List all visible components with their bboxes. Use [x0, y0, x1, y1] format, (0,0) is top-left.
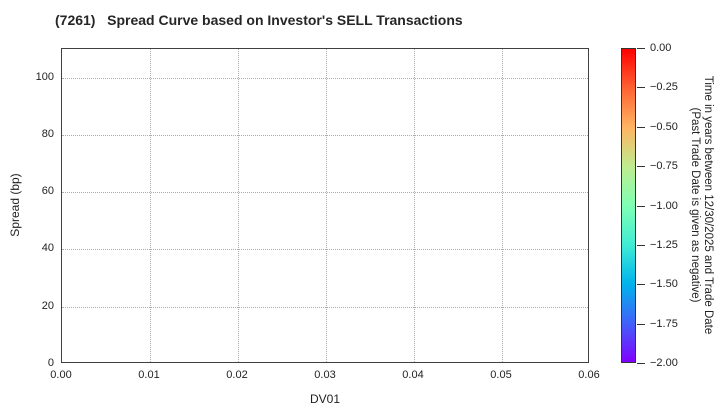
- y-tick-label: 0: [47, 357, 54, 369]
- x-tick-label: 0.00: [50, 369, 72, 381]
- x-tick-label: 0.03: [314, 369, 336, 381]
- colorbar-label-line2: (Past Trade Date is given as negative): [689, 107, 701, 303]
- gridline-vertical: [326, 49, 327, 362]
- gridline-vertical: [238, 49, 239, 362]
- colorbar-tick-mark: [637, 126, 645, 128]
- y-tick-label: 60: [41, 185, 54, 198]
- colorbar-tick-label: −1.75: [650, 317, 678, 330]
- colorbar-tick-mark: [637, 363, 645, 364]
- colorbar-tick-label: −1.25: [650, 238, 678, 251]
- gridline-vertical: [150, 49, 151, 362]
- x-axis-label: DV01: [309, 392, 341, 406]
- colorbar-tick-label: −0.75: [650, 160, 678, 173]
- colorbar-tick-mark: [637, 87, 645, 89]
- x-tick-label: 0.05: [490, 369, 512, 381]
- colorbar-tick-mark: [637, 48, 645, 49]
- y-tick-label: 40: [41, 242, 54, 255]
- colorbar-tick-label: −2.00: [650, 357, 678, 369]
- x-tick-label: 0.04: [402, 369, 424, 381]
- x-tick-label: 0.02: [226, 369, 248, 381]
- colorbar-tick-mark: [637, 244, 645, 246]
- colorbar-gradient: [621, 48, 636, 363]
- y-axis-label: Spread (bp): [8, 173, 22, 237]
- colorbar-tick-mark: [637, 323, 645, 325]
- gridline-horizontal: [62, 192, 588, 194]
- gridline-horizontal: [62, 249, 588, 251]
- colorbar-tick-label: −1.00: [650, 199, 678, 212]
- colorbar-tick-label: −0.25: [650, 81, 678, 94]
- colorbar-tick-label: −1.50: [650, 278, 678, 291]
- gridline-horizontal: [62, 306, 588, 308]
- y-tick-label: 100: [35, 70, 54, 83]
- gridline-horizontal: [62, 134, 588, 136]
- gridline-horizontal: [62, 77, 588, 79]
- colorbar-label-line1: Time in years between 12/30/2025 and Tra…: [702, 75, 714, 335]
- x-tick-label: 0.01: [138, 369, 160, 381]
- chart-title: (7261) Spread Curve based on Investor's …: [55, 12, 463, 28]
- gridline-vertical: [502, 49, 503, 362]
- y-tick-label: 80: [41, 127, 54, 140]
- x-tick-label: 0.06: [578, 369, 600, 381]
- colorbar-axis-label: Time in years between 12/30/2025 and Tra…: [688, 15, 714, 395]
- colorbar-tick-mark: [637, 284, 645, 286]
- colorbar-tick-mark: [637, 166, 645, 168]
- colorbar-tick-mark: [637, 205, 645, 207]
- gridline-vertical: [414, 49, 415, 362]
- colorbar-tick-label: 0.00: [650, 42, 672, 54]
- plot-area: [61, 48, 589, 363]
- colorbar-tick-label: −0.50: [650, 120, 678, 133]
- y-tick-label: 20: [41, 299, 54, 312]
